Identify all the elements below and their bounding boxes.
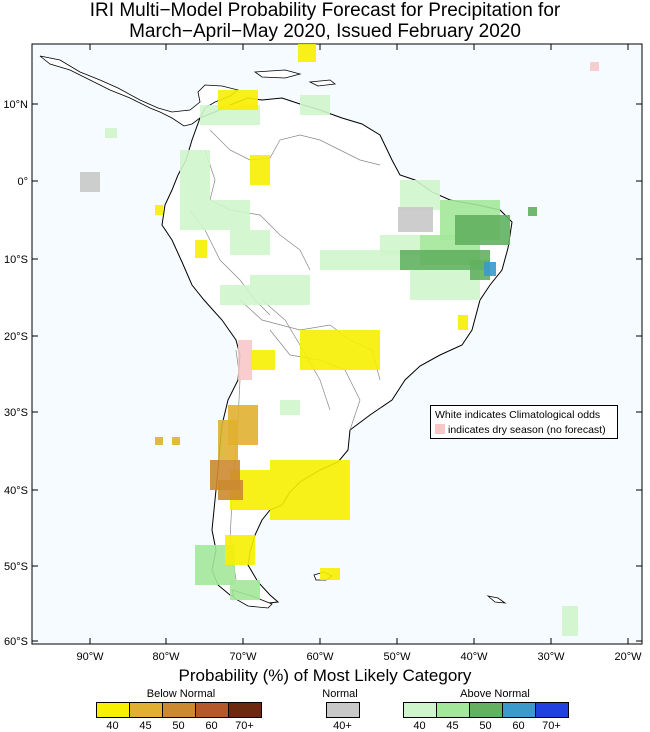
below-normal-label: Below Normal [146,688,216,700]
title-line-2: March−April−May 2020, Issued February 20… [129,21,521,42]
forecast-cell [280,400,300,415]
forecast-cell [210,200,250,230]
forecast-cell [155,205,163,215]
legend-tick: 50 [172,720,185,732]
forecast-cell [400,250,490,270]
forecast-cell [218,90,258,110]
title-line-1: IRI Multi−Model Probability Forecast for… [89,0,561,21]
legend-tick: 60 [205,720,218,732]
below-normal-swatches [96,702,262,718]
forecast-cell [218,480,243,500]
legend-tick: 45 [139,720,152,732]
lon-label: 40°W [460,651,488,663]
forecast-cell [320,568,340,580]
legend-title: Probability (%) of Most Likely Category [178,666,472,685]
latitude-labels: 10°N 0° 10°S 20°S 30°S 40°S 50°S 60°S [3,99,642,648]
lat-label: 10°S [4,254,28,266]
legend-swatch [535,702,569,718]
forecast-cells [80,44,599,636]
lon-label: 90°W [76,651,104,663]
lat-label: 30°S [4,407,28,419]
legend-swatch [403,702,437,718]
normal-swatches [326,702,360,718]
above-normal-ticks: 40 45 50 60 70+ [403,720,568,732]
map-title: IRI Multi−Model Probability Forecast for… [0,0,650,42]
forecast-cell [180,150,210,230]
below-normal-ticks: 40 45 50 60 70+ [96,720,261,732]
forecast-cell [218,420,238,460]
forecast-cell [230,230,270,255]
legend-tick: 60 [512,720,525,732]
legend-swatch [326,702,360,718]
legend-tick: 50 [479,720,492,732]
forecast-cell [270,460,350,520]
forecast-cell [410,270,480,300]
forecast-cell [400,180,440,210]
lat-label: 60°S [4,636,28,648]
caribbean-islands [253,69,336,87]
forecast-cell [238,340,252,380]
forecast-cell [484,262,496,276]
legend-tick: 40+ [333,720,352,732]
legend-swatch [129,702,163,718]
forecast-cell [80,172,100,192]
above-normal-label: Above Normal [460,688,530,700]
longitude-labels: 90°W 80°W 70°W 60°W 50°W 40°W 30°W 20°W [76,44,642,663]
forecast-cell [225,535,255,565]
legend-note-box: White indicates Climatological odds indi… [430,405,618,439]
forecast-cell [155,437,163,445]
legend-swatch [469,702,503,718]
legend-tick: 70+ [235,720,254,732]
forecast-cell [105,128,117,138]
forecast-cell [528,207,537,216]
forecast-cell [562,606,578,636]
lon-label: 60°W [306,651,334,663]
dry-season-swatch [435,424,445,434]
legend-tick: 70+ [542,720,561,732]
forecast-cell [250,155,270,185]
normal-ticks: 40+ [326,720,359,732]
legend-swatch [502,702,536,718]
lat-label: 10°N [3,99,28,111]
legend-tick: 40 [106,720,119,732]
forecast-cell [398,207,433,232]
precipitation-map: 10°N 0° 10°S 20°S 30°S 40°S 50°S 60°S 90°W 80°W 7… [3,43,643,663]
south-georgia [486,595,507,604]
lon-label: 30°W [537,651,565,663]
note-line-2-text: indicates dry season (no forecast) [448,424,606,436]
legend-swatch [228,702,262,718]
lon-label: 50°W [383,651,411,663]
legend-swatch [195,702,229,718]
legend-swatch [436,702,470,718]
forecast-cell [250,350,275,370]
forecast-cell [455,215,510,245]
forecast-cell [220,285,250,305]
lat-label: 0° [17,176,28,188]
forecast-cell [172,437,180,445]
forecast-cell [230,580,260,600]
forecast-cell [195,240,207,258]
forecast-cell [458,315,468,330]
forecast-cell [300,330,380,370]
legend-tick: 40 [413,720,426,732]
normal-label: Normal [322,688,358,700]
legend-swatch [162,702,196,718]
note-line-1: White indicates Climatological odds [435,409,601,421]
note-line-2: indicates dry season (no forecast) [435,423,613,438]
legend-swatch [96,702,130,718]
lat-label: 50°S [4,561,28,573]
lat-label: 20°S [4,331,28,343]
forecast-cell [250,275,310,305]
lon-label: 20°W [614,651,642,663]
forecast-cell [590,62,599,71]
lat-label: 40°S [4,485,28,497]
legend-tick: 45 [446,720,459,732]
above-normal-swatches [403,702,569,718]
forecast-cell [300,95,330,115]
forecast-cell [298,44,316,62]
lon-label: 80°W [152,651,180,663]
lon-label: 70°W [229,651,257,663]
